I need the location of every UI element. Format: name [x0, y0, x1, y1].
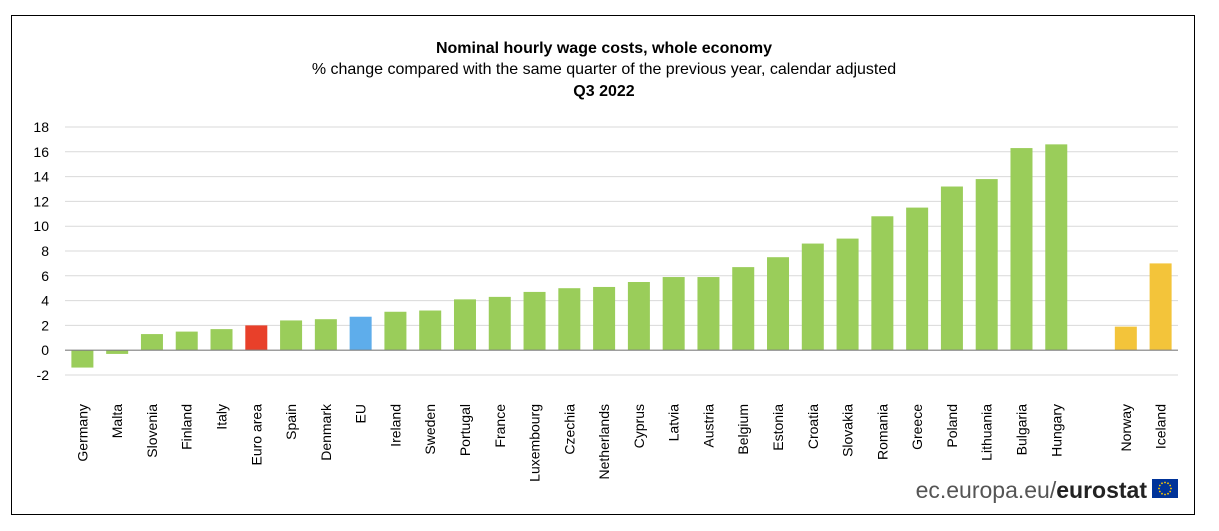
x-tick-label: Latvia: [666, 404, 682, 442]
x-tick-label: Hungary: [1048, 404, 1064, 457]
y-tick-label: -2: [37, 367, 50, 383]
y-tick-label: 6: [41, 268, 49, 284]
x-tick-label: Slovenia: [144, 404, 160, 458]
bar: [210, 329, 233, 351]
bar: [349, 316, 372, 351]
source-credit: ec.europa.eu/eurostat: [916, 477, 1178, 503]
bar: [767, 257, 790, 351]
bar: [384, 311, 407, 351]
x-tick-label: Portugal: [457, 404, 473, 456]
source-brand: eurostat: [1056, 477, 1147, 503]
bar: [140, 334, 163, 351]
bar: [1045, 144, 1068, 351]
bar: [106, 350, 129, 354]
y-tick-label: 12: [33, 193, 49, 209]
bar: [1114, 326, 1137, 351]
chart-title: Nominal hourly wage costs, whole economy: [436, 40, 772, 57]
x-tick-label: Ireland: [387, 404, 403, 447]
bar: [1149, 263, 1172, 351]
x-tick-label: EU: [353, 404, 369, 423]
x-tick-label: Norway: [1118, 404, 1134, 451]
x-tick-label: Iceland: [1153, 404, 1169, 449]
bar: [523, 291, 546, 351]
x-tick-label: Lithuania: [979, 404, 995, 461]
bar: [940, 186, 963, 351]
bar: [245, 325, 268, 351]
x-tick-label: Austria: [700, 404, 716, 448]
bar: [662, 277, 685, 351]
y-tick-label: 0: [41, 342, 49, 358]
x-tick-label: Italy: [214, 404, 230, 430]
bar: [419, 310, 442, 351]
x-tick-label: Malta: [109, 404, 125, 438]
bars: [71, 144, 1172, 368]
bar: [558, 288, 581, 351]
bar: [697, 277, 720, 351]
x-axis: Germany Malta Slovenia Finland Italy Euro are…: [74, 403, 1168, 482]
bar: [488, 296, 511, 351]
x-tick-label: Estonia: [770, 404, 786, 451]
source-text: ec.europa.eu/eurostat: [916, 477, 1148, 503]
bar: [871, 216, 894, 351]
x-tick-label: Spain: [283, 404, 299, 440]
bar: [836, 238, 859, 351]
x-tick-label: Slovakia: [840, 404, 856, 457]
x-tick-label: Germany: [74, 404, 90, 462]
bar: [975, 179, 998, 351]
x-tick-label: Belgium: [735, 404, 751, 455]
x-tick-label: Czechia: [561, 404, 577, 455]
source-domain: ec.europa.eu/: [916, 477, 1057, 503]
x-tick-label: Croatia: [805, 404, 821, 449]
x-tick-label: Sweden: [422, 404, 438, 455]
x-tick-label: Cyprus: [631, 404, 647, 448]
y-tick-label: 18: [33, 119, 49, 135]
x-tick-label: Luxembourg: [527, 404, 543, 482]
y-tick-label: 16: [33, 144, 49, 160]
chart-subtitle: % change compared with the same quarter …: [312, 61, 896, 78]
bar: [175, 331, 198, 351]
y-axis: -2 0 2 4 6 8 10 12 14 16 18: [33, 119, 49, 383]
x-tick-label: Greece: [909, 404, 925, 450]
bar: [801, 243, 824, 351]
chart-frame: Nominal hourly wage costs, whole economy…: [11, 15, 1195, 515]
x-tick-label: Poland: [944, 404, 960, 448]
y-tick-label: 14: [33, 169, 49, 185]
chart-period: Q3 2022: [573, 83, 634, 100]
x-tick-label: Romania: [874, 404, 890, 460]
bar: [280, 320, 303, 351]
x-tick-label: Bulgaria: [1013, 404, 1029, 456]
y-tick-label: 4: [41, 293, 49, 309]
x-tick-label: Euro area: [248, 404, 264, 466]
bar: [906, 207, 929, 351]
bar: [71, 350, 94, 368]
bar: [314, 319, 337, 351]
y-tick-label: 10: [33, 218, 49, 234]
bar: [453, 299, 476, 351]
bar: [627, 282, 650, 351]
x-tick-label: Finland: [179, 404, 195, 450]
eu-flag-icon: [1152, 479, 1178, 498]
chart: Nominal hourly wage costs, whole economy…: [33, 40, 1178, 503]
y-tick-label: 8: [41, 243, 49, 259]
x-tick-label: France: [492, 404, 508, 448]
bar: [1010, 148, 1033, 351]
bar: [732, 267, 755, 351]
x-tick-label: Denmark: [318, 403, 334, 461]
bar: [593, 286, 616, 351]
x-tick-label: Netherlands: [596, 404, 612, 480]
y-tick-label: 2: [41, 317, 49, 333]
